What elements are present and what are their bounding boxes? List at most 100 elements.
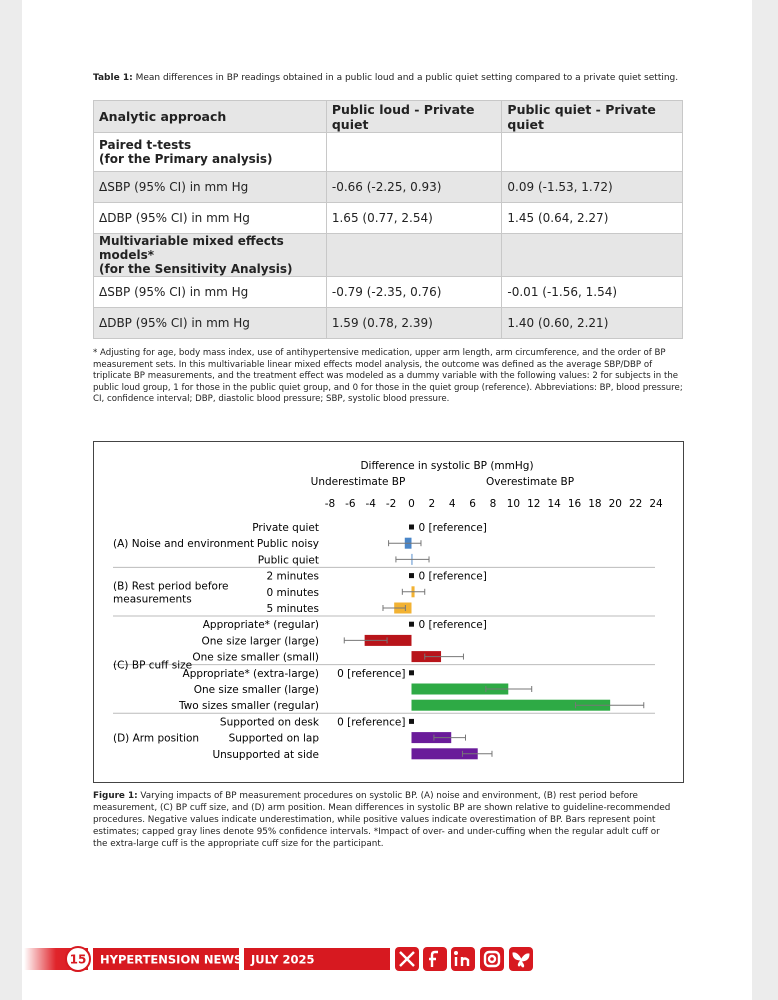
cell: ΔDBP (95% CI) in mm Hg xyxy=(93,307,327,339)
row-label: Two sizes smaller (regular) xyxy=(178,700,319,712)
figure-caption-text: Varying impacts of BP measurement proced… xyxy=(93,791,671,849)
cell: ΔDBP (95% CI) in mm Hg xyxy=(93,202,327,234)
figure-caption: Figure 1: Varying impacts of BP measurem… xyxy=(93,790,673,850)
cell: ΔSBP (95% CI) in mm Hg xyxy=(93,276,327,308)
empty-cell xyxy=(325,233,503,277)
reference-label: 0 [reference] xyxy=(419,571,487,583)
cell: 1.65 (0.77, 2.54) xyxy=(325,202,503,234)
group-label: measurements xyxy=(113,593,192,605)
publication-box xyxy=(93,948,239,970)
instagram-icon[interactable] xyxy=(480,947,504,971)
axis-title: Difference in systolic BP (mmHg) xyxy=(360,460,533,472)
reference-label: 0 [reference] xyxy=(337,668,405,680)
section-cell: Multivariable mixed effects models* (for … xyxy=(93,233,327,277)
section-title: Multivariable mixed effects models* xyxy=(99,234,284,262)
row-label: One size smaller (large) xyxy=(194,684,319,696)
bar xyxy=(411,683,509,695)
table-row: Paired t-tests (for the Primary analysis) xyxy=(93,132,683,172)
row-label: One size smaller (small) xyxy=(192,652,319,664)
x-tick-label: -8 xyxy=(325,498,335,510)
icon-glyphs xyxy=(399,950,530,968)
table-caption-text: Mean differences in BP readings obtained… xyxy=(135,73,679,83)
empty-cell xyxy=(325,132,503,172)
x-tick-label: -4 xyxy=(366,498,377,510)
x-tick-label: 14 xyxy=(547,498,561,510)
x-tick-label: 20 xyxy=(609,498,622,510)
header-cell: Analytic approach xyxy=(93,100,327,133)
row-label: 5 minutes xyxy=(266,603,319,615)
header-cell: Public quiet - Private quiet xyxy=(501,100,683,133)
row-label: One size larger (large) xyxy=(202,635,319,647)
table-row: ΔSBP (95% CI) in mm Hg -0.66 (-2.25, 0.93… xyxy=(93,171,683,203)
bar xyxy=(411,732,452,744)
group-label: (A) Noise and environment xyxy=(113,538,254,550)
x-tick-label: 22 xyxy=(629,498,642,510)
x-tick-label: 0 xyxy=(408,498,415,510)
section-title: (for the Sensitivity Analysis) xyxy=(99,262,293,276)
x-tick-label: 16 xyxy=(568,498,582,510)
row-label: Appropriate* (extra-large) xyxy=(183,668,319,680)
x-tick-label: 4 xyxy=(449,498,456,510)
bar xyxy=(411,699,611,711)
reference-label: 0 [reference] xyxy=(419,619,487,631)
figure-caption-label: Figure 1: xyxy=(93,791,138,801)
figure: Difference in systolic BP (mmHg) Underest… xyxy=(93,441,684,783)
row-label: Appropriate* (regular) xyxy=(203,619,319,631)
x-tick-label: 6 xyxy=(469,498,476,510)
row-label: 0 minutes xyxy=(266,587,319,599)
table-row: ΔSBP (95% CI) in mm Hg -0.79 (-2.35, 0.76… xyxy=(93,276,683,308)
reference-marker xyxy=(409,621,414,627)
section-title: (for the Primary analysis) xyxy=(99,152,273,166)
table-caption: Table 1: Mean differences in BP readings… xyxy=(93,73,693,83)
row-label: Private quiet xyxy=(252,522,319,534)
table-header: Analytic approach Public loud - Private q… xyxy=(93,100,683,133)
publication: HYPERTENSION NEWS xyxy=(100,953,242,967)
row-label: 2 minutes xyxy=(266,571,319,583)
table-row: ΔDBP (95% CI) in mm Hg 1.59 (0.78, 2.39) 1… xyxy=(93,307,683,339)
bar xyxy=(364,634,412,646)
page-number: 15 xyxy=(70,953,87,967)
table: Analytic approach Public loud - Private q… xyxy=(93,100,683,339)
reference-marker xyxy=(409,524,414,530)
table-row: Multivariable mixed effects models* (for … xyxy=(93,233,683,277)
row-label: Unsupported at side xyxy=(212,749,319,761)
table-row: ΔDBP (95% CI) in mm Hg 1.65 (0.77, 2.54) 1… xyxy=(93,202,683,234)
group-label: (C) BP cuff size xyxy=(113,660,192,672)
x-tick-label: 10 xyxy=(507,498,520,510)
reference-marker xyxy=(409,670,414,676)
issue: JULY 2025 xyxy=(250,953,315,967)
cell: -0.01 (-1.56, 1.54) xyxy=(501,276,683,308)
page-badge xyxy=(65,946,91,972)
reference-label: 0 [reference] xyxy=(337,716,405,728)
group-label: (B) Rest period before xyxy=(113,580,229,592)
x-tick-label: 18 xyxy=(588,498,601,510)
footer: 15 HYPERTENSION NEWS JULY 2025 xyxy=(24,946,533,972)
figure-frame xyxy=(93,441,684,783)
row-label: Public noisy xyxy=(257,538,319,550)
group-label: (D) Arm position xyxy=(113,733,199,745)
header-cell: Public loud - Private quiet xyxy=(325,100,503,133)
x-tick-label: -6 xyxy=(345,498,356,510)
row-label: Supported on desk xyxy=(220,716,320,728)
reference-marker xyxy=(409,573,414,579)
left-label: Underestimate BP xyxy=(311,476,406,488)
x-tick-label: 12 xyxy=(527,498,540,510)
cell: -0.79 (-2.35, 0.76) xyxy=(325,276,503,308)
x-tick-label: 8 xyxy=(490,498,497,510)
reference-label: 0 [reference] xyxy=(419,522,487,534)
right-label: Overestimate BP xyxy=(486,476,574,488)
row-label: Supported on lap xyxy=(229,733,320,745)
reference-marker xyxy=(409,718,414,724)
issue-box xyxy=(244,948,390,970)
x-tick-label: -2 xyxy=(386,498,396,510)
table-caption-label: Table 1: xyxy=(93,73,133,83)
cell: 1.45 (0.64, 2.27) xyxy=(501,202,683,234)
cell: 1.59 (0.78, 2.39) xyxy=(325,307,503,339)
section-title: Paired t-tests xyxy=(99,138,192,152)
footnote: * Adjusting for age, body mass index, us… xyxy=(93,348,683,404)
bar xyxy=(411,748,478,760)
empty-cell xyxy=(501,233,683,277)
section-cell: Paired t-tests (for the Primary analysis) xyxy=(93,132,327,172)
cell: 0.09 (-1.53, 1.72) xyxy=(501,171,683,203)
